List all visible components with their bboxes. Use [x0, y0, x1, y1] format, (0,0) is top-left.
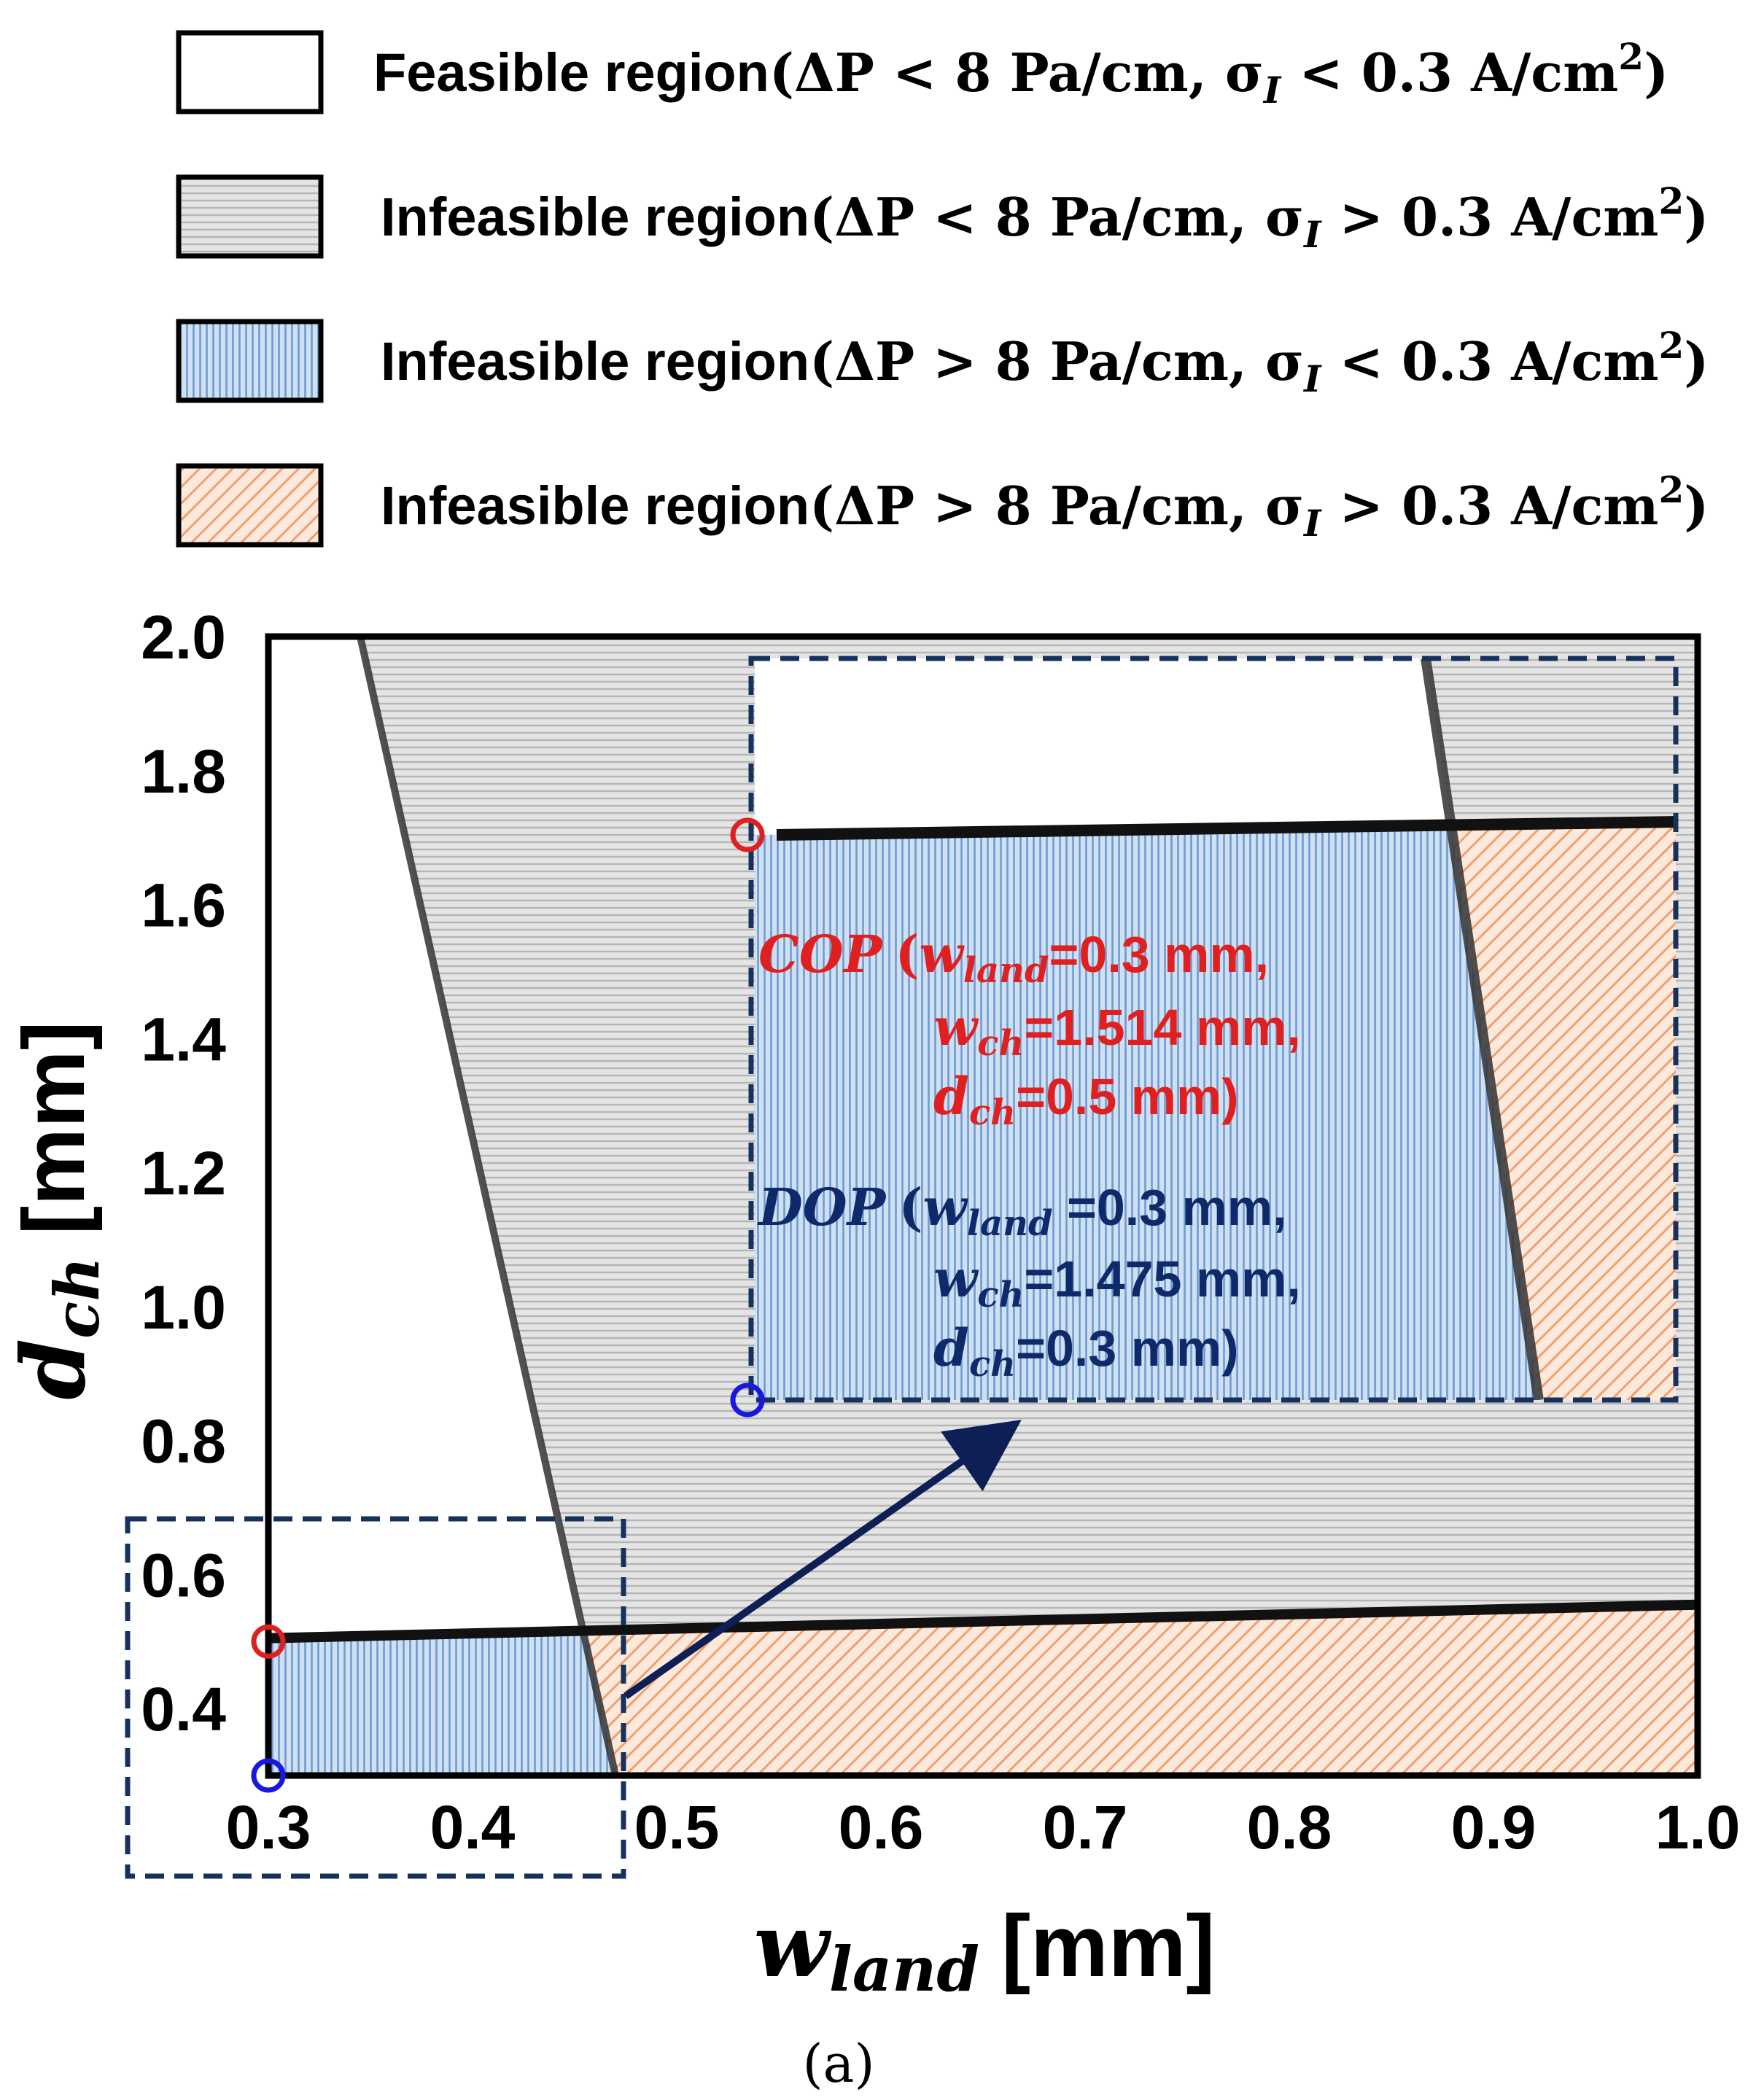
svg-text:DOP(wland =0.3 mm,: DOP (wland =0.3 mm, — [757, 1177, 1287, 1244]
x-tick-label: 0.9 — [1451, 1793, 1536, 1862]
plot-area — [125, 633, 1701, 1879]
dop-label: DOP — [757, 1177, 887, 1237]
legend-label-blue-stripes: Infeasible region(ΔP > 8 Pa/cm, σI < 0.3… — [381, 324, 1709, 400]
legend-label-gray-stripes: Infeasible region(ΔP < 8 Pa/cm, σI > 0.3… — [381, 179, 1709, 256]
y-tick-label: 1.0 — [141, 1273, 226, 1342]
dop-w-land: =0.3 mm, — [1053, 1179, 1287, 1236]
cop-w-land: 0.3 mm, — [1079, 926, 1269, 983]
figure-caption: (a) — [802, 2033, 874, 2094]
region-orange-infeasible — [584, 1604, 1698, 1776]
svg-text:COP(wland=0.3 mm,: COP (wland=0.3 mm, — [758, 924, 1269, 991]
y-tick-label: 2.0 — [141, 603, 226, 672]
x-tick-label: 0.4 — [430, 1793, 516, 1862]
inset-zoom — [748, 656, 1679, 1403]
x-tick-label: 0.6 — [839, 1793, 924, 1862]
cop-w-ch: 1.514 mm, — [1054, 999, 1301, 1056]
svg-text:dch=0.5 mm): dch=0.5 mm) — [933, 1066, 1239, 1133]
zoom-dashed-box — [125, 1516, 626, 1879]
inset-current-limit-boundary — [1421, 658, 1544, 1400]
svg-text:wch=1.514 mm,: wch=1.514 mm, — [933, 997, 1301, 1064]
x-axis-title: wland [mm] — [754, 1894, 1216, 2005]
x-tick-label: 1.0 — [1655, 1793, 1741, 1862]
pressure-limit-boundary — [268, 1599, 1698, 1644]
cop-label: COP — [758, 924, 884, 984]
legend-swatch-feasible — [176, 30, 324, 114]
x-tick-labels: 0.3 0.4 0.5 0.6 0.7 0.8 0.9 1.0 — [226, 1793, 1741, 1862]
y-tick-label: 0.4 — [141, 1675, 226, 1743]
svg-text:wch=1.475 mm,: wch=1.475 mm, — [933, 1248, 1301, 1315]
y-tick-label: 1.4 — [141, 1005, 226, 1073]
legend-label-orange-hatch: Infeasible region(ΔP > 8 Pa/cm, σI > 0.3… — [381, 468, 1709, 545]
inset-dashed-frame — [748, 656, 1679, 1403]
dop-w-ch: 1.475 mm, — [1054, 1251, 1301, 1307]
y-tick-label: 0.6 — [141, 1541, 226, 1609]
cop-marker — [251, 1624, 286, 1659]
dop-marker — [251, 1758, 286, 1793]
y-tick-label: 1.6 — [141, 871, 226, 940]
y-tick-labels: 0.4 0.6 0.8 1.0 1.2 1.4 1.6 1.8 2.0 — [141, 603, 226, 1743]
legend-swatch-orange-hatch — [176, 463, 324, 548]
inset-pressure-limit-boundary — [776, 816, 1676, 841]
x-tick-label: 0.5 — [634, 1793, 720, 1862]
cop-d-ch: 0.5 mm) — [1046, 1068, 1239, 1125]
legend: Feasible region(ΔP < 8 Pa/cm, σI < 0.3 A… — [176, 30, 1709, 548]
y-tick-label: 1.8 — [141, 737, 226, 806]
svg-text:dch=0.3 mm): dch=0.3 mm) — [933, 1318, 1239, 1385]
inset-region-orange — [1450, 822, 1676, 1400]
dop-d-ch: 0.3 mm) — [1046, 1320, 1239, 1377]
dop-annotation: DOP (wland =0.3 mm, wch=1.475 mm, dch=0.3… — [757, 1177, 1301, 1385]
cop-annotation: COP (wland=0.3 mm, wch=1.514 mm, dch=0.5 … — [758, 924, 1301, 1133]
x-tick-label: 0.3 — [226, 1793, 311, 1862]
legend-label-feasible: Feasible region(ΔP < 8 Pa/cm, σI < 0.3 A… — [373, 35, 1668, 112]
y-tick-label: 1.2 — [141, 1139, 226, 1208]
region-blue-infeasible — [268, 1630, 615, 1776]
legend-swatch-gray-stripes — [176, 174, 324, 259]
inset-region-gray — [1426, 658, 1676, 825]
y-tick-label: 0.8 — [141, 1407, 226, 1476]
inset-dop-marker — [730, 1382, 765, 1418]
current-limit-boundary — [357, 637, 619, 1776]
inset-region-blue — [755, 825, 1539, 1400]
y-axis-title: dch[mm] — [2, 1021, 113, 1399]
inset-cop-marker — [730, 817, 765, 852]
legend-swatch-blue-stripes — [176, 319, 324, 403]
zoom-arrow — [623, 1420, 1022, 1700]
x-tick-label: 0.8 — [1247, 1793, 1332, 1862]
x-tick-label: 0.7 — [1043, 1793, 1128, 1862]
